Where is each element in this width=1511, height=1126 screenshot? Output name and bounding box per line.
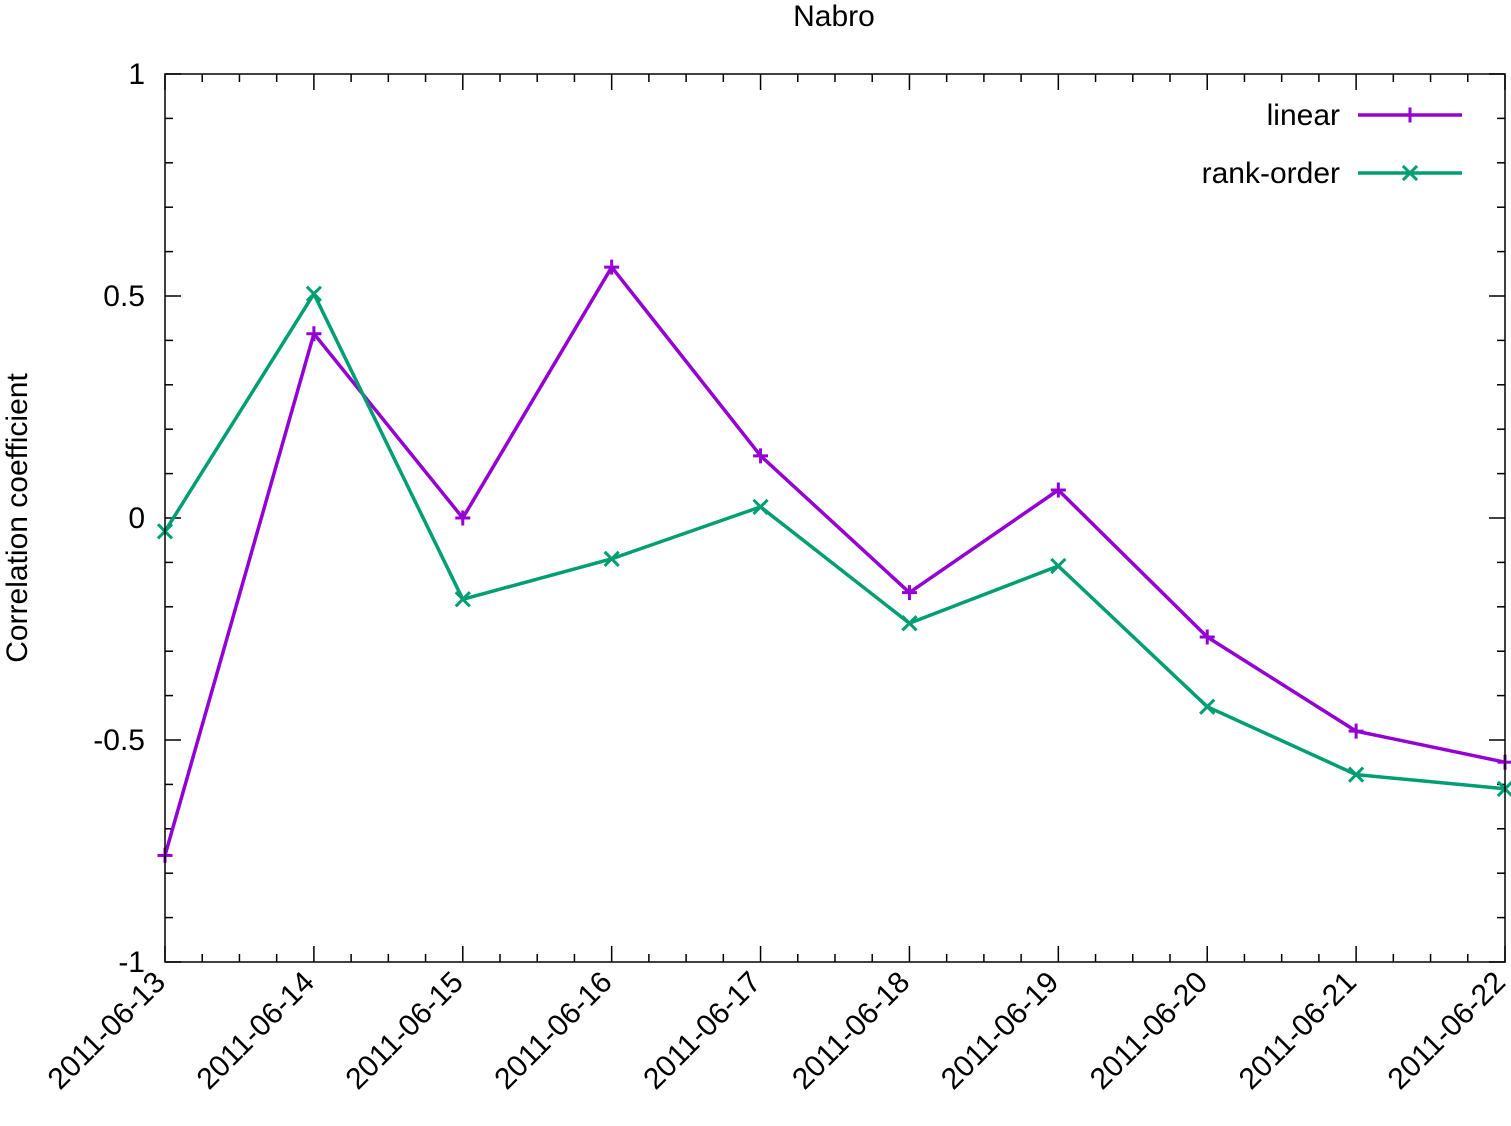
data-point-rank-order bbox=[901, 615, 918, 632]
data-point-linear bbox=[455, 510, 471, 526]
y-tick-label: 1 bbox=[128, 58, 145, 91]
y-axis-title: Correlation coefficient bbox=[1, 373, 34, 663]
legend-label: rank-order bbox=[1202, 157, 1340, 190]
data-point-rank-order bbox=[1050, 557, 1067, 575]
y-tick-label: -1 bbox=[118, 946, 145, 979]
legend-marker bbox=[1401, 164, 1419, 182]
marker-stroke bbox=[1347, 766, 1365, 783]
legend: linear rank-order bbox=[1202, 99, 1462, 190]
x-tick-label: 2011-06-19 bbox=[935, 966, 1065, 1096]
data-point-rank-order bbox=[752, 498, 769, 516]
marker-stroke bbox=[454, 591, 471, 608]
plot-series bbox=[156, 259, 1511, 863]
data-point-linear bbox=[306, 326, 322, 342]
chart-title: Nabro bbox=[793, 0, 875, 33]
x-tick-label: 2011-06-18 bbox=[786, 966, 916, 1096]
axis-ticks bbox=[164, 73, 1506, 963]
x-tick-label: 2011-06-22 bbox=[1382, 966, 1511, 1096]
y-tick-label: -0.5 bbox=[93, 724, 145, 757]
data-point-rank-order bbox=[305, 285, 323, 302]
x-tick-label: 2011-06-13 bbox=[42, 966, 172, 1096]
plot-frame bbox=[164, 73, 1506, 963]
marker-stroke bbox=[1199, 698, 1216, 715]
data-point-linear bbox=[1199, 629, 1215, 645]
marker-stroke bbox=[305, 285, 323, 302]
data-point-linear bbox=[901, 585, 917, 601]
y-tick-label: 0.5 bbox=[103, 280, 145, 313]
marker-stroke bbox=[752, 498, 769, 516]
y-tick-label: 0 bbox=[128, 502, 145, 535]
data-point-rank-order bbox=[454, 591, 471, 608]
data-point-rank-order bbox=[1199, 698, 1216, 715]
x-tick-label: 2011-06-21 bbox=[1233, 966, 1363, 1096]
x-tick-label: 2011-06-15 bbox=[339, 966, 469, 1096]
marker-stroke bbox=[901, 615, 918, 632]
series-line-linear bbox=[163, 265, 1506, 856]
x-tick-label: 2011-06-16 bbox=[488, 966, 618, 1096]
series-line-rank-order bbox=[163, 292, 1506, 791]
legend-label: linear bbox=[1267, 99, 1340, 132]
x-tick-label: 2011-06-14 bbox=[191, 966, 321, 1096]
marker-stroke bbox=[1050, 557, 1067, 575]
data-point-linear bbox=[604, 259, 620, 275]
x-tick-label: 2011-06-17 bbox=[637, 966, 767, 1096]
marker-stroke bbox=[1401, 164, 1419, 182]
data-point-linear bbox=[1348, 723, 1364, 739]
data-point-linear bbox=[753, 448, 769, 464]
marker-stroke bbox=[603, 550, 620, 567]
data-point-linear bbox=[1050, 482, 1066, 498]
data-point-rank-order bbox=[1347, 766, 1365, 783]
legend-marker bbox=[1402, 107, 1418, 123]
x-tick-label: 2011-06-20 bbox=[1084, 966, 1214, 1096]
data-point-rank-order bbox=[603, 550, 620, 567]
